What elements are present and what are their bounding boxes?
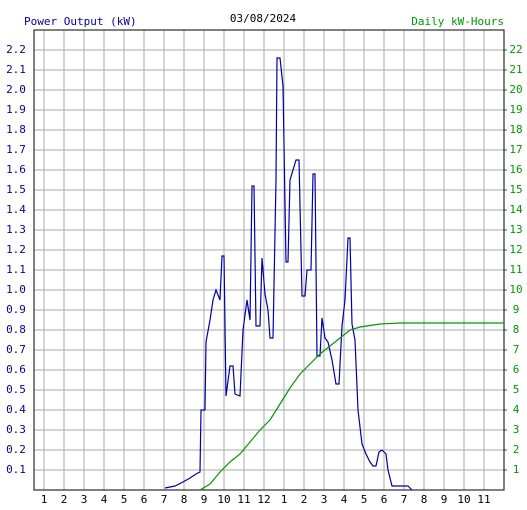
x-tick-label: 8 xyxy=(181,493,188,506)
y-tick-label: 0.9 xyxy=(6,303,26,316)
y-tick-label: 1.9 xyxy=(6,103,26,116)
y-tick-label: 0.5 xyxy=(6,383,26,396)
x-tick-label: 9 xyxy=(201,493,208,506)
x-tick-label: 11 xyxy=(237,493,250,506)
y-tick-label: 1.4 xyxy=(6,203,26,216)
x-tick-label: 6 xyxy=(141,493,148,506)
x-tick-label: 10 xyxy=(217,493,230,506)
y-tick-label: 1.2 xyxy=(6,243,26,256)
y-tick-label: 1.7 xyxy=(6,143,26,156)
y-tick-label: 1.6 xyxy=(6,163,26,176)
plot-frame xyxy=(33,29,505,491)
y-tick-label: 1.5 xyxy=(6,183,26,196)
x-tick-label: 9 xyxy=(441,493,448,506)
y2-tick-label: 5 xyxy=(513,383,520,396)
x-tick-label: 10 xyxy=(457,493,470,506)
chart-title: 03/08/2024 xyxy=(230,12,297,25)
y-tick-label: 0.4 xyxy=(6,403,26,416)
y-tick-label: 0.7 xyxy=(6,343,26,356)
y2-tick-label: 14 xyxy=(509,203,523,216)
y2-tick-label: 21 xyxy=(509,63,522,76)
y2-tick-label: 3 xyxy=(513,423,520,436)
y2-tick-label: 22 xyxy=(509,43,522,56)
y2-tick-label: 18 xyxy=(509,123,522,136)
y-tick-label: 0.1 xyxy=(6,463,26,476)
y-tick-label: 0.6 xyxy=(6,363,26,376)
x-tick-label: 5 xyxy=(121,493,128,506)
y-tick-label: 0.8 xyxy=(6,323,26,336)
y2-tick-label: 20 xyxy=(509,83,522,96)
y2-tick-label: 15 xyxy=(509,183,522,196)
y2-axis-label: Daily kW-Hours xyxy=(411,15,504,28)
y2-tick-label: 8 xyxy=(513,323,520,336)
series-line xyxy=(164,57,413,491)
x-tick-label: 1 xyxy=(41,493,48,506)
x-tick-label: 5 xyxy=(361,493,368,506)
x-tick-label: 1 xyxy=(281,493,288,506)
y-tick-label: 0.2 xyxy=(6,443,26,456)
y-tick-label: 1.8 xyxy=(6,123,26,136)
y-tick-label: 1.0 xyxy=(6,283,26,296)
y2-tick-label: 7 xyxy=(513,343,520,356)
series-line xyxy=(199,322,504,491)
x-tick-label: 2 xyxy=(301,493,308,506)
y2-tick-label: 4 xyxy=(513,403,520,416)
y2-tick-label: 9 xyxy=(513,303,520,316)
x-tick-label: 8 xyxy=(421,493,428,506)
y2-tick-label: 16 xyxy=(509,163,522,176)
x-tick-label: 3 xyxy=(81,493,88,506)
y-tick-label: 2.0 xyxy=(6,83,26,96)
y-tick-label: 1.1 xyxy=(6,263,26,276)
x-tick-label: 11 xyxy=(477,493,490,506)
x-tick-label: 7 xyxy=(401,493,408,506)
y2-tick-label: 1 xyxy=(513,463,520,476)
y2-tick-label: 19 xyxy=(509,103,522,116)
x-tick-label: 12 xyxy=(257,493,270,506)
y2-tick-label: 12 xyxy=(509,243,522,256)
y2-tick-label: 17 xyxy=(509,143,522,156)
y-axis-label: Power Output (kW) xyxy=(24,15,137,28)
x-tick-label: 6 xyxy=(381,493,388,506)
y2-tick-label: 10 xyxy=(509,283,522,296)
x-tick-label: 4 xyxy=(101,493,108,506)
x-tick-label: 2 xyxy=(61,493,68,506)
y-tick-label: 1.3 xyxy=(6,223,26,236)
x-tick-label: 3 xyxy=(321,493,328,506)
y2-tick-label: 13 xyxy=(509,223,522,236)
x-tick-label: 7 xyxy=(161,493,168,506)
y2-tick-label: 2 xyxy=(513,443,520,456)
x-tick-label: 4 xyxy=(341,493,348,506)
y-tick-label: 2.1 xyxy=(6,63,26,76)
y-tick-label: 0.3 xyxy=(6,423,26,436)
y2-tick-label: 6 xyxy=(513,363,520,376)
y2-tick-label: 11 xyxy=(509,263,522,276)
y-tick-label: 2.2 xyxy=(6,43,26,56)
